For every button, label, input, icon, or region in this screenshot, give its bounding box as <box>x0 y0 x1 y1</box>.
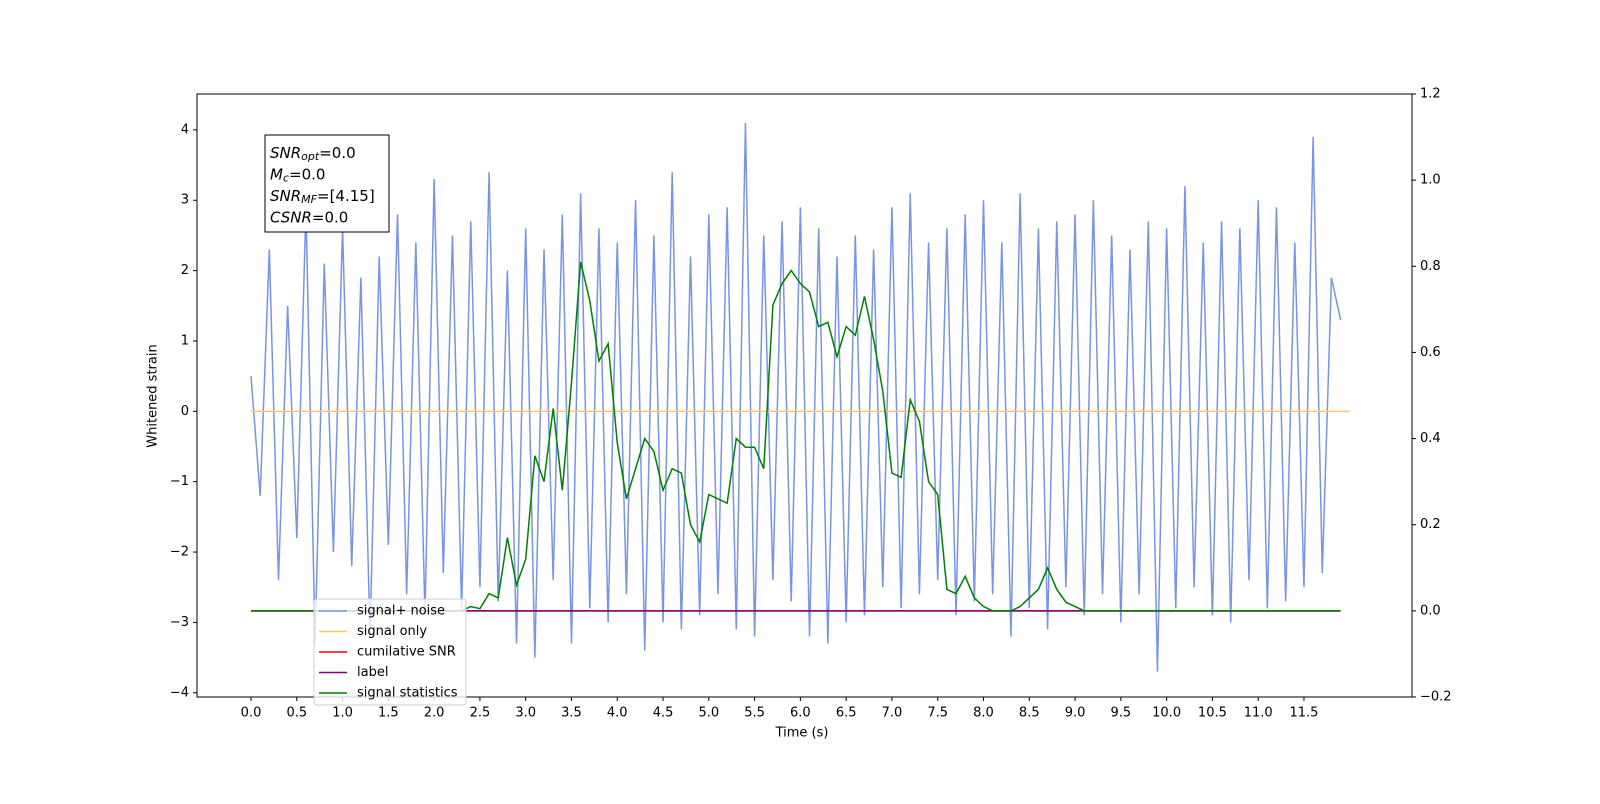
y-tick-label: −4 <box>170 685 189 700</box>
x-tick-label: 1.5 <box>378 706 399 721</box>
y-tick-label: 4 <box>181 122 189 137</box>
y2-tick-label: 0.4 <box>1420 431 1441 446</box>
annotation-part: M <box>270 165 283 183</box>
x-tick-label: 3.5 <box>561 706 582 721</box>
annotation: SNRMF=[4.15] <box>270 187 375 207</box>
x-tick-label: 9.0 <box>1065 706 1086 721</box>
x-tick-label: 2.0 <box>424 706 445 721</box>
overlay: 0.0 0.5 1.0 1.5 2.0 2.5 3.0 3.5 4.0 4.5 5.0 5.5 6.0 6… <box>170 87 1452 721</box>
annotation-part: =0.0 <box>289 165 325 183</box>
legend-box <box>313 598 467 706</box>
x-tick-label: 10.5 <box>1198 706 1227 721</box>
y2-tick-label: 1.0 <box>1420 173 1441 188</box>
x-tick-label: 10.0 <box>1152 706 1181 721</box>
x-tick-label: 4.5 <box>653 706 674 721</box>
x-tick-label: 7.5 <box>927 706 948 721</box>
annotation-part: =0.0 <box>312 208 348 226</box>
x-tick-label: 0.5 <box>286 706 307 721</box>
plot-area <box>250 122 1350 672</box>
annotation-part: =0.0 <box>319 144 355 162</box>
y-axis-label: Whitened strain <box>146 344 161 447</box>
annotation-part: SNR <box>270 187 301 205</box>
legend-label: signal+ noise <box>357 604 445 619</box>
annotation: SNRopt=0.0 <box>270 144 356 164</box>
x-tick-label: 6.5 <box>836 706 857 721</box>
y-tick-label: 0 <box>181 404 189 419</box>
annotation-part: c <box>283 172 289 185</box>
x-tick-label: 8.5 <box>1019 706 1040 721</box>
x-tick-label: 5.0 <box>698 706 719 721</box>
annotation-box <box>264 134 390 233</box>
legend-label: signal statistics <box>357 686 458 701</box>
axes-frame <box>196 93 1413 698</box>
annotation-part: CSNR <box>270 208 312 226</box>
y2-tick-label: 0.2 <box>1420 517 1441 532</box>
y-tick-label: 2 <box>181 263 189 278</box>
y2-tick-label: 0.8 <box>1420 259 1441 274</box>
annotation: CSNR=0.0 <box>270 208 348 226</box>
y-tick-label: 1 <box>181 333 189 348</box>
y-tick-label: −1 <box>170 474 189 489</box>
y2-tick-label: 1.2 <box>1420 87 1441 102</box>
annotation-part: MF <box>301 193 317 206</box>
y-tick-label: −3 <box>170 615 189 630</box>
x-tick-label: 4.0 <box>607 706 628 721</box>
x-tick-label: 0.0 <box>241 706 262 721</box>
y-tick-label: −2 <box>170 545 189 560</box>
x-tick-label: 6.0 <box>790 706 811 721</box>
x-tick-label: 11.0 <box>1244 706 1273 721</box>
series-line <box>250 122 1342 672</box>
y2-tick-label: −0.2 <box>1420 690 1452 705</box>
x-axis-label: Time (s) <box>775 726 829 741</box>
y-tick-label: 3 <box>181 193 189 208</box>
y2-tick-label: 0.6 <box>1420 345 1441 360</box>
x-tick-label: 9.5 <box>1110 706 1131 721</box>
x-tick-label: 8.0 <box>973 706 994 721</box>
annotation: Mc=0.0 <box>270 165 325 185</box>
legend-label: label <box>357 665 388 680</box>
annotation-part: =[4.15] <box>317 187 375 205</box>
x-tick-label: 11.5 <box>1289 706 1318 721</box>
x-tick-label: 5.5 <box>744 706 765 721</box>
y2-tick-label: 0.0 <box>1420 603 1441 618</box>
x-tick-label: 7.0 <box>882 706 903 721</box>
x-tick-label: 2.5 <box>470 706 491 721</box>
x-tick-label: 1.0 <box>332 706 353 721</box>
legend-label: cumilative SNR <box>357 645 456 660</box>
annotation-part: opt <box>301 150 320 163</box>
annotation-part: SNR <box>270 144 301 162</box>
legend-label: signal only <box>357 624 427 639</box>
x-tick-label: 3.0 <box>515 706 536 721</box>
